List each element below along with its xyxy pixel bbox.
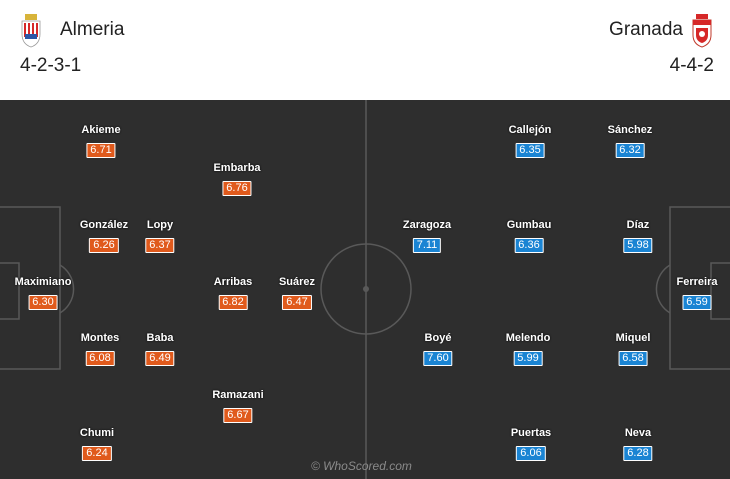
away-team-name[interactable]: Granada: [609, 19, 683, 40]
match-header: Almeria 4-2-3-1 Granada 4-4-2: [0, 0, 730, 100]
player-rating: 6.32: [615, 143, 645, 158]
player-diaz[interactable]: Díaz 5.98: [623, 219, 653, 253]
player-rating: 6.36: [514, 238, 544, 253]
player-ramazani[interactable]: Ramazani 6.67: [212, 389, 264, 423]
player-rating: 6.26: [89, 238, 119, 253]
granada-crest-icon: [692, 14, 712, 48]
player-rating: 6.30: [28, 295, 58, 310]
away-formation: 4-4-2: [669, 55, 714, 76]
player-rating: 6.08: [85, 351, 115, 366]
pitch-markings: [0, 100, 730, 479]
player-name: Gumbau: [506, 219, 552, 231]
player-rating: 6.06: [516, 446, 546, 461]
player-gumbau[interactable]: Gumbau 6.36: [506, 219, 552, 253]
player-rating: 7.11: [412, 238, 442, 253]
player-boye[interactable]: Boyé 7.60: [423, 332, 453, 366]
player-name: Chumi: [79, 427, 115, 439]
player-rating: 6.71: [86, 143, 116, 158]
player-name: González: [79, 219, 129, 231]
home-formation: 4-2-3-1: [20, 55, 82, 76]
player-rating: 6.76: [222, 181, 252, 196]
player-name: Neva: [624, 427, 652, 439]
player-puertas[interactable]: Puertas 6.06: [511, 427, 551, 461]
player-chumi[interactable]: Chumi 6.24: [80, 427, 114, 461]
watermark: © WhoScored.com: [311, 459, 412, 473]
player-name: Puertas: [510, 427, 552, 439]
player-rating: 5.98: [623, 238, 653, 253]
player-name: Miquel: [615, 332, 651, 344]
player-rating: 6.67: [223, 408, 253, 423]
player-rating: 5.99: [513, 351, 543, 366]
player-baba[interactable]: Baba 6.49: [145, 332, 175, 366]
player-name: Lopy: [146, 219, 174, 231]
player-name: Suárez: [278, 276, 316, 288]
player-name: Baba: [146, 332, 174, 344]
player-name: Ramazani: [212, 389, 264, 401]
player-name: Embarba: [213, 162, 261, 174]
player-neva[interactable]: Neva 6.28: [623, 427, 653, 461]
player-lopy[interactable]: Lopy 6.37: [145, 219, 175, 253]
player-name: Akieme: [81, 124, 121, 136]
player-name: Arribas: [213, 276, 253, 288]
player-name: Díaz: [626, 219, 650, 231]
player-name: Montes: [80, 332, 120, 344]
pitch: Akieme 6.71 Embarba 6.76 González 6.26 L…: [0, 100, 730, 479]
home-team-name[interactable]: Almeria: [60, 19, 125, 40]
player-name: Zaragoza: [402, 219, 452, 231]
player-gonzalez[interactable]: González 6.26: [80, 219, 128, 253]
player-rating: 6.35: [515, 143, 545, 158]
player-akieme[interactable]: Akieme 6.71: [81, 124, 121, 158]
player-miquel[interactable]: Miquel 6.58: [615, 332, 651, 366]
player-name: Callejón: [508, 124, 552, 136]
player-montes[interactable]: Montes 6.08: [80, 332, 120, 366]
player-rating: 6.37: [145, 238, 175, 253]
player-rating: 6.24: [82, 446, 112, 461]
player-melendo[interactable]: Melendo 5.99: [505, 332, 551, 366]
player-rating: 6.47: [282, 295, 312, 310]
player-name: Ferreira: [676, 276, 718, 288]
player-arribas[interactable]: Arribas 6.82: [213, 276, 253, 310]
player-name: Melendo: [505, 332, 551, 344]
player-rating: 6.49: [145, 351, 175, 366]
player-ferreira[interactable]: Ferreira 6.59: [676, 276, 718, 310]
player-rating: 7.60: [423, 351, 453, 366]
player-rating: 6.59: [682, 295, 712, 310]
player-rating: 6.28: [623, 446, 653, 461]
player-zaragoza[interactable]: Zaragoza 7.11: [403, 219, 451, 253]
player-embarba[interactable]: Embarba 6.76: [213, 162, 261, 196]
player-rating: 6.58: [618, 351, 648, 366]
player-name: Sánchez: [607, 124, 653, 136]
almeria-crest-icon: [21, 14, 41, 48]
player-suarez[interactable]: Suárez 6.47: [279, 276, 315, 310]
player-name: Maximiano: [14, 276, 72, 288]
player-sanchez[interactable]: Sánchez 6.32: [607, 124, 653, 158]
player-callejon[interactable]: Callejón 6.35: [508, 124, 552, 158]
player-maximiano[interactable]: Maximiano 6.30: [14, 276, 72, 310]
player-name: Boyé: [424, 332, 452, 344]
player-rating: 6.82: [218, 295, 248, 310]
